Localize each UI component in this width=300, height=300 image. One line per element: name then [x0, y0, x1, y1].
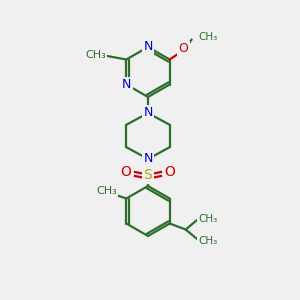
Text: CH₃: CH₃ [198, 236, 217, 245]
Text: S: S [144, 168, 152, 182]
Text: N: N [143, 40, 153, 53]
Text: N: N [122, 78, 131, 91]
Text: CH₃: CH₃ [96, 185, 117, 196]
Text: CH₃: CH₃ [198, 214, 217, 224]
Text: N: N [143, 152, 153, 166]
Text: O: O [179, 42, 189, 55]
Text: CH₃: CH₃ [85, 50, 106, 59]
Text: O: O [165, 165, 176, 179]
Text: O: O [121, 165, 131, 179]
Text: N: N [143, 106, 153, 119]
Text: CH₃: CH₃ [199, 32, 218, 43]
